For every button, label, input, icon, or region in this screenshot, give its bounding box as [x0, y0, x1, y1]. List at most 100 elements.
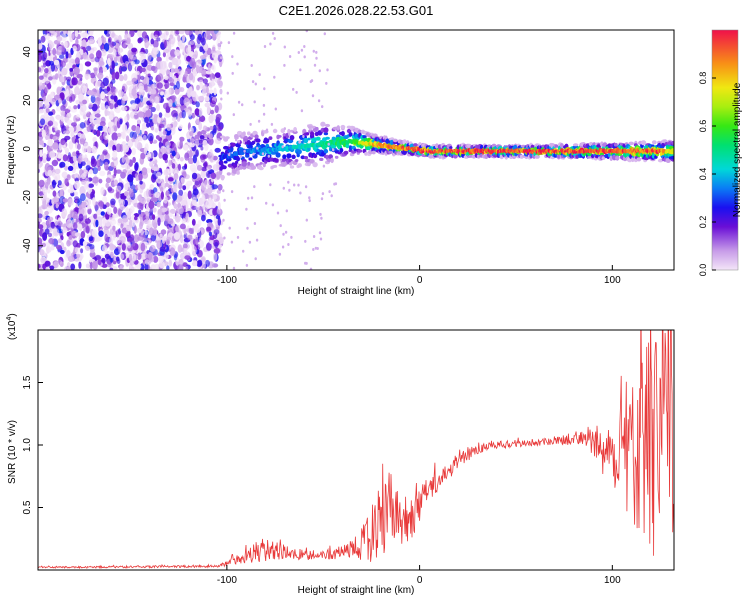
spectrogram-noise-cell: [105, 182, 109, 188]
spectrogram-noise-cell: [302, 135, 305, 138]
spectrogram-noise-cell: [332, 148, 335, 152]
spectrogram-noise-cell: [254, 257, 257, 261]
spectrogram-noise-cell: [171, 163, 176, 169]
spectrogram-noise-cell: [190, 90, 197, 98]
spectrogram-ridge-cell: [236, 170, 240, 175]
spectrogram-noise-cell: [155, 135, 160, 140]
spectrogram-ridge-cell: [327, 158, 331, 163]
spectrogram-noise-cell: [174, 49, 181, 57]
spectrogram-noise-cell: [297, 51, 300, 54]
spectrogram-noise-cell: [152, 197, 158, 203]
spectrogram-noise-cell: [41, 204, 48, 210]
spectrogram-noise-cell: [171, 150, 176, 157]
spectrogram-ridge-cell: [330, 157, 334, 164]
spectrogram-noise-cell: [178, 206, 184, 215]
spectrogram-noise-cell: [158, 112, 163, 118]
colorbar-tick-label: 0.0: [698, 264, 708, 277]
spectrogram-noise-cell: [146, 122, 150, 128]
spectrogram-noise-cell: [330, 194, 333, 198]
spectrogram-noise-cell: [57, 180, 62, 186]
spectrogram-noise-cell: [185, 265, 189, 270]
spectrogram-ridge-cell: [346, 128, 352, 134]
spectrogram-ridge-cell: [402, 139, 407, 145]
spectrogram-noise-cell: [131, 87, 137, 97]
colorbar-frame: [711, 29, 739, 271]
spectrogram-noise-cell: [227, 41, 231, 45]
spectrogram-noise-cell: [179, 44, 185, 50]
spectrogram-ridge-cell: [559, 143, 564, 148]
spectrogram-noise-cell: [111, 132, 118, 142]
spectrogram-y-label: Frequency (Hz): [6, 116, 17, 185]
spectrogram-noise-cell: [101, 244, 108, 253]
spectrogram-noise-cell: [243, 149, 246, 153]
spectrogram-noise-cell: [71, 33, 75, 40]
spectrogram-noise-cell: [165, 141, 171, 148]
spectrogram-ridge-cell: [323, 148, 329, 154]
spectrogram-noise-cell: [92, 197, 96, 206]
spectrogram-ridge-cell: [428, 154, 434, 159]
spectrogram-noise-cell: [156, 104, 160, 111]
spectrogram-noise-cell: [153, 166, 160, 172]
spectrogram-ridge-cell: [324, 123, 331, 128]
spectrogram-noise-cell: [179, 136, 185, 142]
spectrogram-noise-cell: [42, 214, 47, 220]
spectrogram-noise-cell: [210, 172, 217, 180]
spectrogram-noise-cell: [163, 195, 168, 204]
spectrogram-ridge-cell: [534, 154, 540, 159]
spectrogram-noise-cell: [107, 57, 111, 66]
spectrogram-ridge-cell: [250, 165, 257, 170]
spectrogram-noise-cell: [121, 243, 126, 251]
spectrogram-noise-cell: [67, 198, 74, 206]
spectrogram-noise-cell: [321, 105, 324, 109]
spectrogram-noise-cell: [131, 103, 137, 110]
spectrogram-noise-cell: [187, 110, 193, 117]
spectrogram-noise-cell: [85, 181, 89, 191]
spectrogram-noise-cell: [316, 247, 319, 250]
spectrogram-noise-cell: [86, 120, 90, 126]
spectrogram-noise-cell: [38, 109, 45, 114]
spectrogram-noise-cell: [231, 71, 234, 75]
colorbar-tick-label: 0.4: [698, 168, 708, 181]
spectrogram-noise-cell: [136, 263, 142, 270]
spectrogram-ridge-cell: [258, 166, 264, 171]
spectrogram-noise-cell: [157, 30, 162, 36]
spectrogram-noise-cell: [100, 48, 107, 57]
spectrogram-noise-cell: [80, 49, 84, 56]
spectrogram-noise-cell: [72, 151, 77, 157]
spectrogram-noise-cell: [178, 74, 182, 80]
spectrogram-noise-cell: [44, 52, 48, 59]
spectrogram-noise-cell: [106, 207, 112, 215]
spectrogram-ridge-cell: [651, 140, 657, 145]
spectrogram-ridge-cell: [247, 131, 251, 136]
spectrogram-noise-cell: [131, 47, 138, 53]
spectrogram-ridge-cell: [399, 140, 404, 145]
spectrogram-noise-cell: [86, 45, 92, 52]
spectrogram-noise-cell: [187, 157, 194, 165]
spectrogram-noise-cell: [202, 154, 208, 159]
spectrogram-noise-cell: [194, 108, 200, 116]
spectrogram-noise-cell: [274, 107, 277, 111]
spectrogram-noise-cell: [119, 198, 125, 207]
spectrogram-noise-cell: [189, 57, 196, 67]
spectrogram-ridge-cell: [273, 164, 278, 168]
spectrogram-noise-cell: [60, 139, 66, 146]
spectrogram-ridge-cell: [319, 157, 324, 161]
spectrogram-noise-cell: [204, 259, 210, 267]
spectrogram-noise-cell: [189, 142, 196, 148]
spectrogram-noise-cell: [303, 55, 306, 59]
spectrogram-noise-cell: [156, 171, 162, 178]
spectrogram-noise-cell: [52, 197, 59, 203]
spectrogram-noise-cell: [308, 196, 311, 200]
spectrogram-noise-cell: [83, 207, 87, 216]
spectrogram-noise-cell: [165, 174, 169, 184]
spectrogram-noise-cell: [112, 48, 117, 58]
spectrogram-noise-cell: [145, 213, 150, 220]
spectrogram-noise-cell: [78, 213, 84, 222]
spectrogram-noise-cell: [73, 222, 78, 231]
spectrogram-noise-cell: [200, 169, 207, 179]
spectrogram-noise-cell: [283, 127, 286, 131]
spectrogram-noise-cell: [168, 61, 173, 69]
figure-title: C2E1.2026.028.22.53.G01: [279, 3, 434, 18]
spectrogram-noise-cell: [170, 67, 175, 75]
spectrogram-noise-cell: [110, 161, 115, 168]
